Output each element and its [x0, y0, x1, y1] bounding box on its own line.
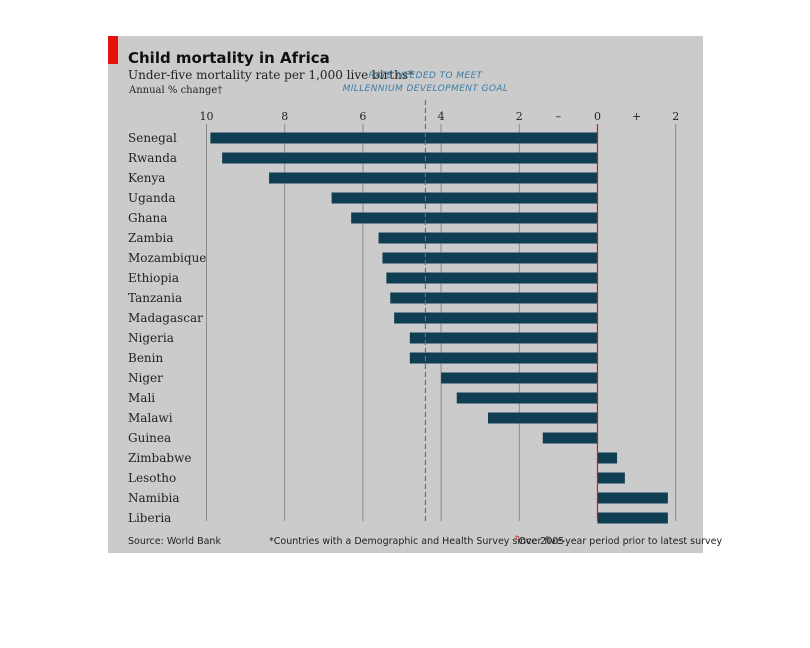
country-label-malawi: Malawi [128, 411, 173, 425]
tick-label-minus-10: 10 [200, 110, 214, 123]
country-label-madagascar: Madagascar [128, 311, 203, 325]
country-label-zambia: Zambia [128, 231, 174, 245]
bar-mozambique [382, 252, 598, 264]
country-label-lesotho: Lesotho [128, 471, 176, 485]
bar-ghana [351, 212, 598, 224]
tick-label-minus-6: 6 [359, 110, 366, 123]
country-label-tanzania: Tanzania [128, 291, 182, 305]
tick-label-0: 0 [594, 110, 601, 123]
bar-malawi [488, 412, 598, 424]
country-label-benin: Benin [128, 351, 163, 365]
country-label-rwanda: Rwanda [128, 151, 177, 165]
country-label-niger: Niger [128, 371, 163, 385]
footnote-period: †Over five-year period prior to latest s… [515, 534, 723, 547]
tick-label-minus-2: 2 [516, 110, 523, 123]
reference-label-line1: RATE NEEDED TO MEET [368, 71, 483, 81]
country-label-uganda: Uganda [128, 191, 176, 205]
bar-zimbabwe [597, 452, 618, 464]
bar-rwanda [222, 152, 598, 164]
bar-benin [409, 352, 598, 364]
tick-label-minus: – [556, 110, 562, 123]
country-label-guinea: Guinea [128, 431, 171, 445]
bar-niger [441, 372, 598, 384]
economist-red-tab [108, 36, 118, 64]
chart-title: Child mortality in Africa [128, 49, 330, 67]
footnote-countries: *Countries with a Demographic and Health… [269, 536, 564, 547]
tick-label-plus: + [632, 110, 641, 123]
tick-label-minus-4: 4 [438, 110, 445, 123]
footnote-dagger: † [515, 534, 519, 542]
bar-zambia [378, 232, 598, 244]
reference-line-group: RATE NEEDED TO MEET MILLENNIUM DEVELOPME… [343, 71, 509, 521]
country-label-zimbabwe: Zimbabwe [128, 451, 191, 465]
chart-subtitle: Under-five mortality rate per 1,000 live… [128, 68, 414, 82]
tick-label-minus-8: 8 [281, 110, 288, 123]
source-note: Source: World Bank [128, 536, 221, 547]
country-label-kenya: Kenya [128, 171, 165, 185]
bar-madagascar [394, 312, 598, 324]
reference-label-line2: MILLENNIUM DEVELOPMENT GOAL [343, 84, 509, 94]
footnote-period-text: Over five-year period prior to latest su… [519, 536, 723, 547]
tick-labels: 10 8 6 4 2 0 +2 – [200, 110, 680, 123]
country-label-mozambique: Mozambique [128, 251, 206, 265]
bar-uganda [331, 192, 598, 204]
tick-label-2: 2 [672, 110, 679, 123]
bar-mali [456, 392, 598, 404]
bar-guinea [542, 432, 598, 444]
country-label-ghana: Ghana [128, 211, 167, 225]
country-label-namibia: Namibia [128, 491, 180, 505]
bars [210, 124, 668, 524]
bar-nigeria [409, 332, 598, 344]
axis-unit-label: Annual % change† [128, 85, 222, 96]
bar-liberia [597, 512, 668, 524]
bar-kenya [269, 172, 598, 184]
country-label-mali: Mali [128, 391, 155, 405]
country-label-liberia: Liberia [128, 511, 171, 525]
bar-lesotho [597, 472, 625, 484]
bar-namibia [597, 492, 668, 504]
country-label-nigeria: Nigeria [128, 331, 174, 345]
bar-ethiopia [386, 272, 598, 284]
country-label-ethiopia: Ethiopia [128, 271, 179, 285]
country-label-senegal: Senegal [128, 131, 177, 145]
bar-tanzania [390, 292, 598, 304]
country-labels: Senegal Rwanda Kenya Uganda Ghana Zambia Mozam… [128, 131, 206, 525]
bar-senegal [210, 132, 598, 144]
